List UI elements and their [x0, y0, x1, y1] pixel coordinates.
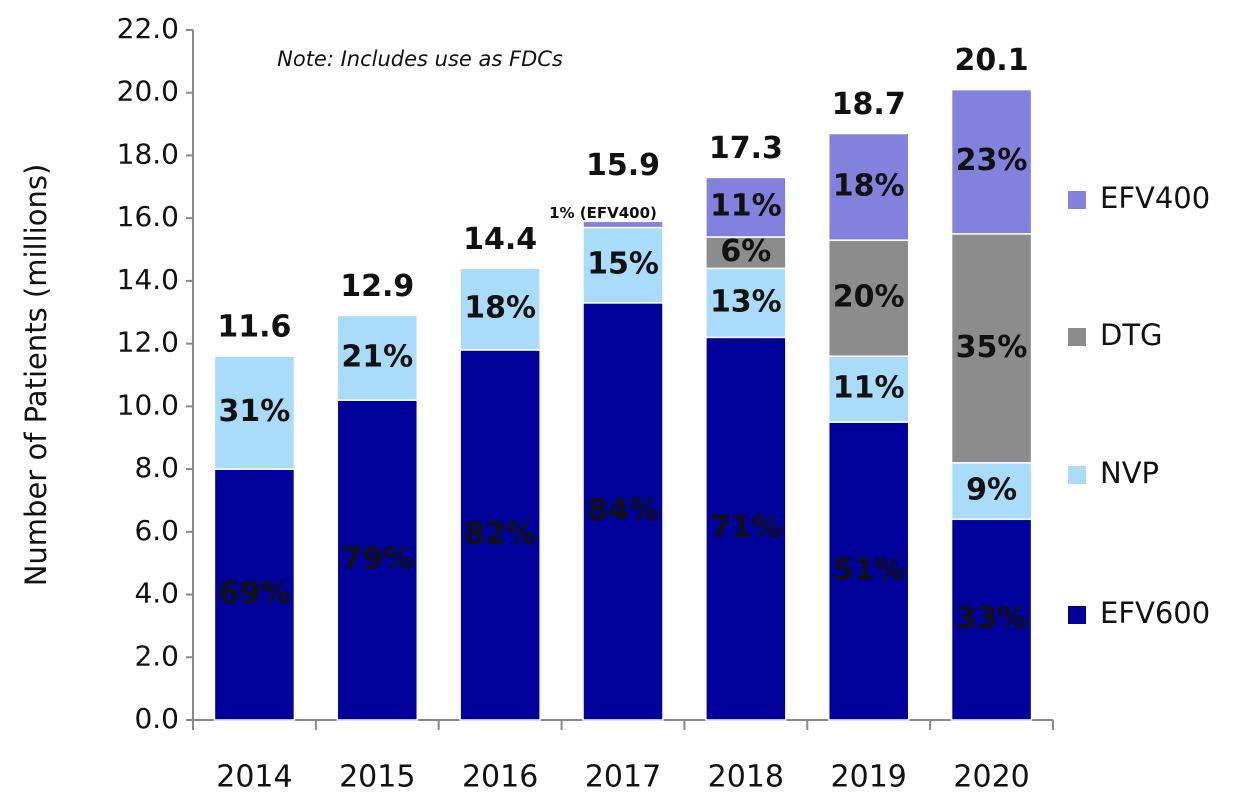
y-tick-label: 14.0	[117, 263, 179, 296]
legend-swatch	[1068, 328, 1086, 346]
segment-label: 9%	[966, 473, 1017, 508]
x-tick-label: 2015	[339, 760, 415, 795]
segment-label: 82%	[464, 516, 536, 551]
bar-segment	[950, 518, 1033, 721]
bar-segment	[950, 462, 1033, 521]
y-tick-label: 8.0	[134, 451, 179, 484]
total-label: 14.4	[463, 222, 537, 257]
y-tick-label: 4.0	[134, 577, 179, 610]
segment-label: 11%	[710, 189, 782, 224]
bar-segment	[827, 239, 910, 357]
segment-label: 13%	[710, 284, 782, 319]
bar-segment	[827, 355, 910, 423]
y-tick-label: 18.0	[117, 137, 179, 170]
segment-label: 33%	[956, 601, 1028, 636]
bar-segment	[459, 267, 541, 351]
legend-label: NVP	[1100, 456, 1159, 490]
x-tick-label: 2017	[585, 760, 661, 795]
y-axis-label: Number of Patients (millions)	[19, 164, 53, 587]
y-tick-label: 22.0	[117, 12, 179, 45]
total-label: 18.7	[832, 87, 906, 122]
segment-label: 11%	[833, 371, 905, 406]
legend-label: EFV400	[1100, 181, 1210, 215]
bar-segment	[705, 176, 787, 238]
bar-segment	[950, 88, 1033, 235]
y-tick-label: 20.0	[117, 75, 179, 108]
segment-label: 20%	[833, 280, 905, 315]
segment-label: 21%	[341, 339, 413, 374]
y-tick-label: 10.0	[117, 388, 179, 421]
x-tick-label: 2018	[708, 760, 784, 795]
segment-label: 84%	[587, 493, 659, 528]
total-label: 12.9	[340, 269, 414, 304]
segment-label: 31%	[219, 394, 291, 429]
segment-label: 71%	[710, 510, 782, 545]
total-label: 17.3	[709, 131, 783, 166]
segment-label: 23%	[956, 143, 1028, 178]
total-label: 15.9	[586, 148, 660, 183]
segment-label: 15%	[587, 247, 659, 282]
legend-swatch	[1068, 191, 1086, 209]
y-tick-label: 0.0	[134, 702, 179, 735]
segment-label: 18%	[833, 168, 905, 203]
segment-label: 1% (EFV400)	[549, 204, 657, 222]
x-tick-label: 2019	[831, 760, 907, 795]
legend-swatch	[1068, 606, 1086, 624]
bar-segment	[336, 314, 419, 401]
x-tick-label: 2016	[462, 760, 538, 795]
x-tick-label: 2020	[953, 760, 1029, 795]
segment-label: 6%	[720, 234, 771, 269]
total-label: 20.1	[955, 43, 1029, 78]
bar-segment	[827, 132, 910, 241]
y-tick-label: 12.0	[117, 326, 179, 359]
segment-label: 18%	[464, 291, 536, 326]
legend-swatch	[1068, 466, 1086, 484]
segment-label: 69%	[219, 576, 291, 611]
bar-segment	[459, 349, 541, 721]
bar-segment	[827, 421, 910, 721]
bar-segment	[950, 233, 1033, 464]
x-tick-label: 2014	[216, 760, 292, 795]
bar-segment	[336, 399, 419, 721]
y-tick-label: 6.0	[134, 514, 179, 547]
bar-segment	[705, 336, 787, 721]
bar-segment	[705, 236, 787, 270]
segment-label: 35%	[956, 330, 1028, 365]
segment-label: 79%	[341, 542, 413, 577]
bar-segment	[582, 302, 664, 721]
segment-label: 51%	[833, 553, 905, 588]
legend-label: EFV600	[1100, 596, 1210, 630]
bar-segment	[213, 355, 296, 470]
legend-label: DTG	[1100, 318, 1163, 352]
y-tick-label: 16.0	[117, 200, 179, 233]
note: Note: Includes use as FDCs	[277, 47, 563, 71]
y-tick-label: 2.0	[134, 639, 179, 672]
bar-segment	[213, 468, 296, 721]
bar-segment	[582, 220, 664, 229]
total-label: 11.6	[217, 310, 291, 345]
